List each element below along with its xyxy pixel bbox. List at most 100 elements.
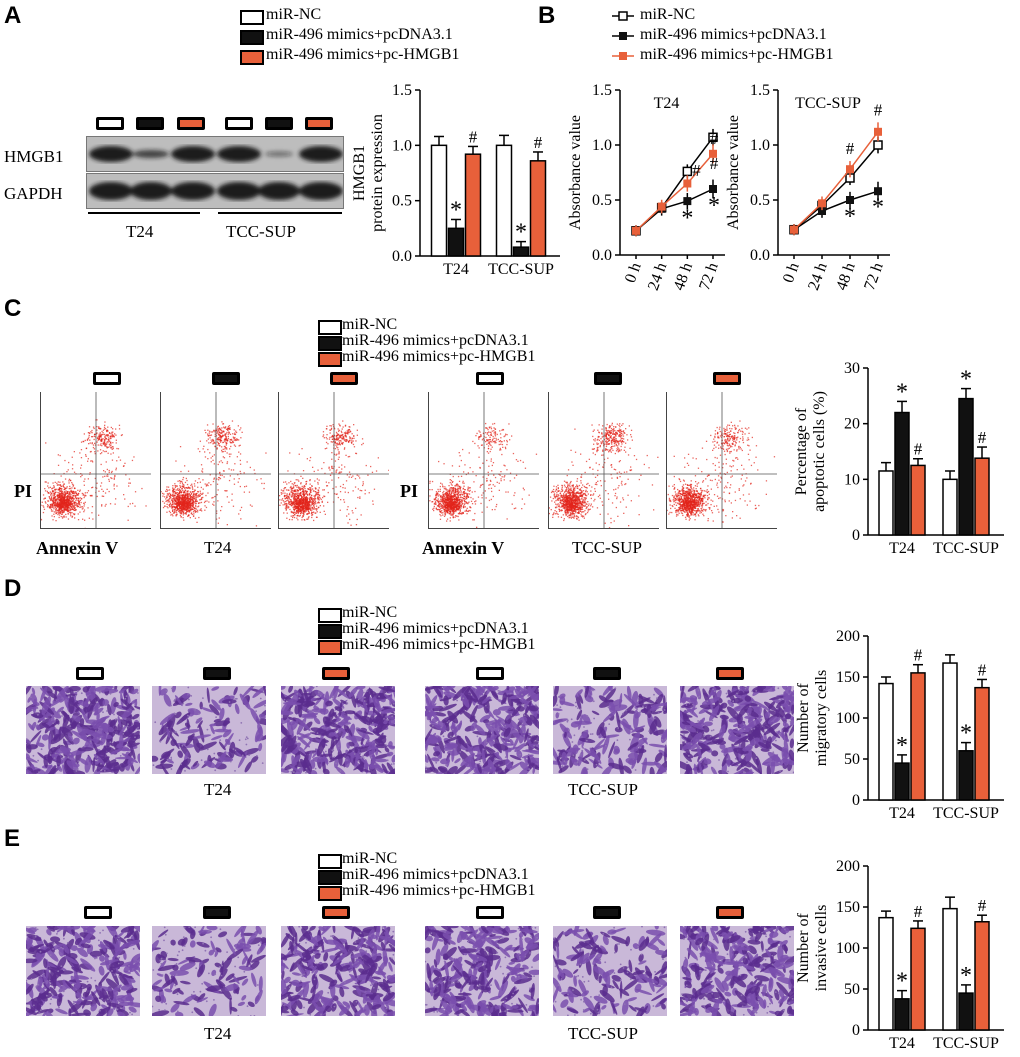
chart-y-tick-label: 200 bbox=[836, 628, 860, 645]
chart-point bbox=[632, 226, 640, 235]
legend-c-label-pcdna: miR-496 mimics+pcDNA3.1 bbox=[342, 332, 529, 349]
legend-c-label-nc: miR-NC bbox=[342, 316, 398, 333]
blot-group-line-1 bbox=[88, 212, 200, 214]
panel-letter-d: D bbox=[4, 575, 22, 602]
chart-y-label: Number of bbox=[795, 682, 812, 752]
chart-y-tick-label: 200 bbox=[836, 858, 860, 875]
chart-significance-star: * bbox=[960, 963, 972, 989]
chart-significance-star: * bbox=[450, 197, 462, 223]
blot-band-gapdh bbox=[86, 173, 344, 209]
chart-point bbox=[790, 225, 798, 234]
chart-y-tick-label: 0.5 bbox=[392, 193, 412, 210]
chart-bar bbox=[974, 921, 990, 1031]
legend-e-label-hmgb1: miR-496 mimics+pc-HMGB1 bbox=[342, 882, 536, 899]
chart-significance-star: * bbox=[681, 205, 693, 231]
chart-significance-star: * bbox=[960, 721, 972, 747]
chart-bar bbox=[512, 246, 530, 257]
chart-bar bbox=[529, 160, 547, 257]
chart-point bbox=[845, 173, 855, 183]
chart-y-tick-label: 1.0 bbox=[750, 137, 770, 154]
chart-bar bbox=[495, 144, 513, 257]
flow-cytometry-plot bbox=[428, 392, 539, 529]
blot-group-line-2 bbox=[218, 212, 342, 214]
transwell-micrograph bbox=[26, 686, 140, 774]
chart-point bbox=[790, 225, 798, 234]
transwell-micrograph bbox=[152, 926, 266, 1016]
chart-x-tick-label: 24 h bbox=[645, 261, 671, 293]
chart-category-label: TCC-SUP bbox=[933, 1035, 999, 1052]
chart-significance-hash: # bbox=[914, 902, 923, 921]
chart-y-label: invasive cells bbox=[813, 905, 830, 992]
chart-y-tick-label: 100 bbox=[836, 710, 860, 727]
legend-b-label-nc: miR-NC bbox=[640, 6, 696, 23]
chart-bar bbox=[910, 927, 926, 1031]
chart-y-tick-label: 50 bbox=[844, 981, 860, 998]
chart-point bbox=[683, 179, 692, 188]
chart-significance-hash: # bbox=[710, 129, 719, 148]
chart-x-tick-label: 0 h bbox=[622, 261, 645, 286]
chart-title: TCC-SUP bbox=[795, 95, 861, 112]
chart-y-tick-label: 100 bbox=[836, 940, 860, 957]
legend-c-label-hmgb1: miR-496 mimics+pc-HMGB1 bbox=[342, 348, 536, 365]
chart-y-label: migratory cells bbox=[813, 670, 830, 766]
chart-y-tick-label: 0 bbox=[852, 792, 860, 809]
legend-swatch-pcdna bbox=[240, 30, 264, 45]
chart-significance-star: * bbox=[515, 220, 527, 246]
chart-significance-hash: # bbox=[978, 428, 987, 447]
chart-significance-star: * bbox=[896, 733, 908, 759]
chart-x-tick-label: 72 h bbox=[861, 261, 887, 293]
blot-label-hmgb1: HMGB1 bbox=[4, 147, 64, 166]
chart-y-tick-label: 20 bbox=[844, 416, 860, 433]
swatch-hmgb1 bbox=[305, 117, 333, 130]
blot-group-tccsup: TCC-SUP bbox=[226, 222, 296, 241]
chart-y-tick-label: 30 bbox=[844, 360, 860, 377]
chart-bar bbox=[447, 227, 465, 257]
chart-bar bbox=[894, 762, 910, 801]
chart-y-tick-label: 1.5 bbox=[750, 82, 770, 99]
chart-x-tick-label: 72 h bbox=[696, 261, 722, 293]
chart-significance-hash: # bbox=[469, 127, 478, 146]
chart-point bbox=[656, 202, 667, 213]
chart-bar bbox=[942, 662, 958, 801]
legend-swatch-nc bbox=[240, 10, 264, 25]
transwell-micrograph bbox=[425, 686, 539, 774]
blot-group-t24: T24 bbox=[126, 222, 154, 241]
chart-y-tick-label: 50 bbox=[844, 751, 860, 768]
chart-bar bbox=[894, 998, 910, 1031]
legend-label-pcdna: miR-496 mimics+pcDNA3.1 bbox=[266, 26, 453, 43]
chart-y-tick-label: 0.5 bbox=[750, 192, 770, 209]
chart-category-label: T24 bbox=[889, 805, 915, 822]
transwell-micrograph bbox=[680, 926, 794, 1016]
chart-bar bbox=[942, 907, 958, 1031]
chart-y-tick-label: 1.0 bbox=[392, 137, 412, 154]
chart-bar bbox=[878, 916, 894, 1031]
chart-category-label: T24 bbox=[889, 540, 915, 557]
chart-y-tick-label: 150 bbox=[836, 669, 860, 686]
flow-cytometry-plot bbox=[40, 392, 151, 529]
transwell-micrograph bbox=[680, 686, 794, 774]
chart-y-tick-label: 10 bbox=[844, 471, 860, 488]
chart-significance-hash: # bbox=[874, 100, 883, 119]
chart-y-tick-label: 0.0 bbox=[592, 247, 612, 264]
chart-series-line bbox=[635, 188, 714, 232]
swatch-hmgb1 bbox=[177, 117, 205, 130]
chart-bar bbox=[430, 144, 448, 257]
chart-significance-hash: # bbox=[978, 896, 987, 915]
invasion-group-tccsup: TCC-SUP bbox=[568, 1024, 638, 1043]
chart-point bbox=[657, 204, 666, 213]
chart-significance-hash: # bbox=[692, 161, 701, 180]
flow-group-t24: T24 bbox=[204, 538, 232, 557]
chart-series-line bbox=[635, 153, 714, 232]
swatch-nc bbox=[96, 117, 124, 130]
transwell-micrograph bbox=[152, 686, 266, 774]
transwell-micrograph bbox=[553, 686, 667, 774]
chart-series-line bbox=[635, 136, 714, 232]
chart-point bbox=[818, 207, 826, 215]
transwell-micrograph bbox=[553, 926, 667, 1016]
chart-y-tick-label: 0 bbox=[852, 1022, 860, 1039]
migration-group-t24: T24 bbox=[204, 780, 232, 799]
legend-label-hmgb1: miR-496 mimics+pc-HMGB1 bbox=[266, 46, 460, 63]
transwell-micrograph bbox=[281, 686, 395, 774]
chart-bar bbox=[878, 470, 894, 536]
legend-d-label-nc: miR-NC bbox=[342, 604, 398, 621]
